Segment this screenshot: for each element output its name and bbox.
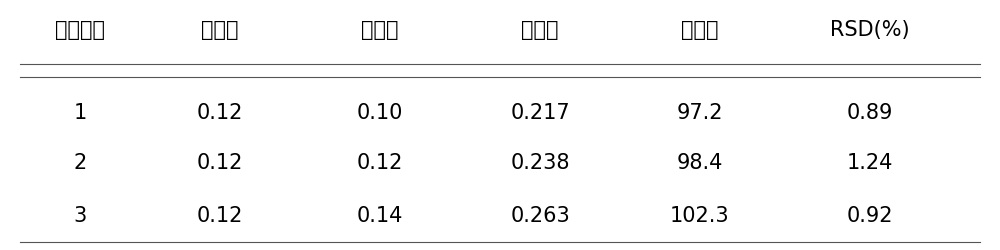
Text: 0.12: 0.12 bbox=[197, 102, 243, 122]
Text: 2: 2 bbox=[73, 152, 87, 172]
Text: 0.12: 0.12 bbox=[197, 205, 243, 225]
Text: 0.12: 0.12 bbox=[357, 152, 403, 172]
Text: 1.24: 1.24 bbox=[847, 152, 893, 172]
Text: 加标量: 加标量 bbox=[361, 20, 399, 40]
Text: 0.10: 0.10 bbox=[357, 102, 403, 122]
Text: 0.238: 0.238 bbox=[510, 152, 570, 172]
Text: 空白值: 空白值 bbox=[201, 20, 239, 40]
Text: 0.89: 0.89 bbox=[847, 102, 893, 122]
Text: 测量值: 测量值 bbox=[521, 20, 559, 40]
Text: 102.3: 102.3 bbox=[670, 205, 730, 225]
Text: 0.263: 0.263 bbox=[510, 205, 570, 225]
Text: 0.14: 0.14 bbox=[357, 205, 403, 225]
Text: 3: 3 bbox=[73, 205, 87, 225]
Text: 0.217: 0.217 bbox=[510, 102, 570, 122]
Text: 1: 1 bbox=[73, 102, 87, 122]
Text: 98.4: 98.4 bbox=[677, 152, 723, 172]
Text: 97.2: 97.2 bbox=[677, 102, 723, 122]
Text: 0.12: 0.12 bbox=[197, 152, 243, 172]
Text: RSD(%): RSD(%) bbox=[830, 20, 910, 40]
Text: 回收率: 回收率 bbox=[681, 20, 719, 40]
Text: 样品编号: 样品编号 bbox=[55, 20, 105, 40]
Text: 0.92: 0.92 bbox=[847, 205, 893, 225]
